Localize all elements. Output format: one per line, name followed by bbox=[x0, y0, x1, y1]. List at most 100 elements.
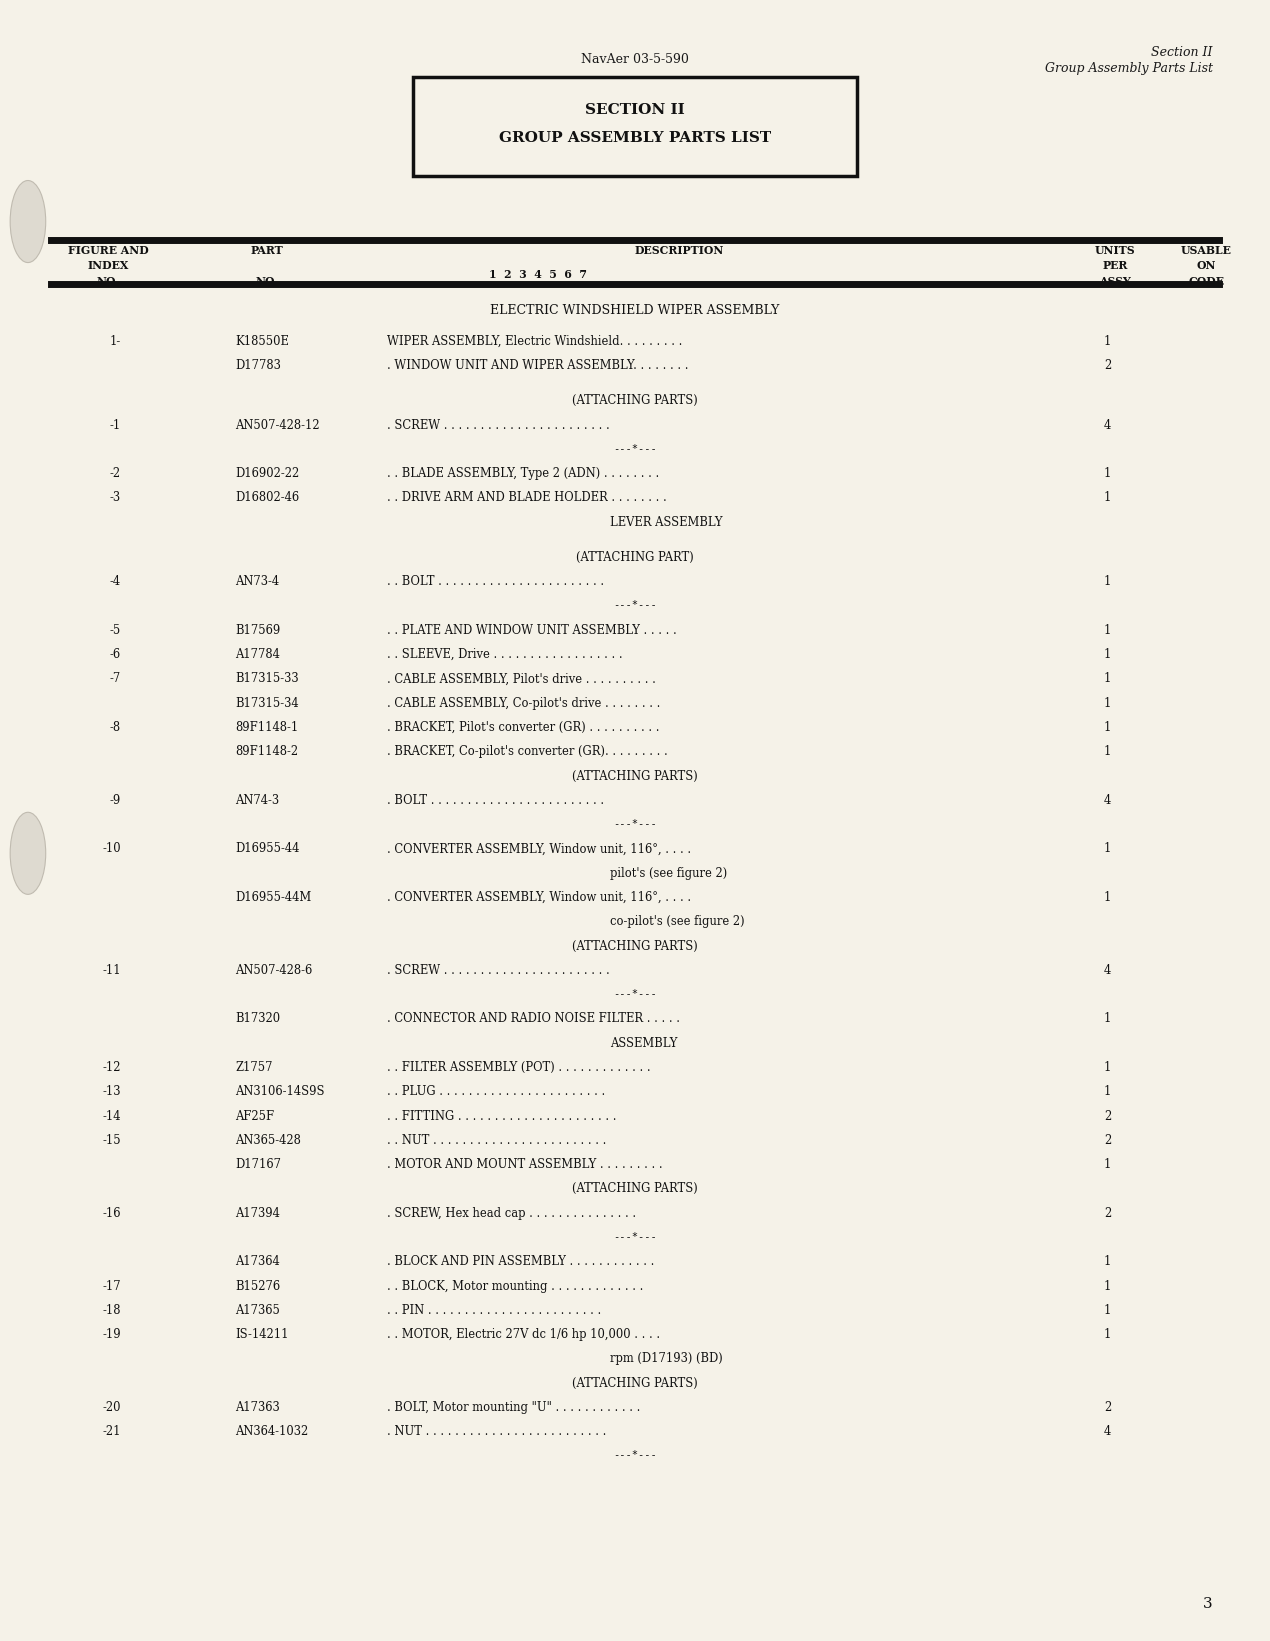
Text: AN365-428: AN365-428 bbox=[235, 1134, 301, 1147]
Text: NavAer 03-5-590: NavAer 03-5-590 bbox=[582, 53, 688, 66]
Text: 4: 4 bbox=[1104, 794, 1111, 807]
Text: -21: -21 bbox=[102, 1426, 121, 1438]
Text: -12: -12 bbox=[102, 1062, 121, 1073]
Text: IS-14211: IS-14211 bbox=[235, 1328, 288, 1341]
Text: Section II: Section II bbox=[1152, 46, 1213, 59]
Text: -7: -7 bbox=[109, 673, 121, 686]
Text: 1: 1 bbox=[1104, 1062, 1111, 1073]
Ellipse shape bbox=[10, 181, 46, 263]
Text: . MOTOR AND MOUNT ASSEMBLY . . . . . . . . .: . MOTOR AND MOUNT ASSEMBLY . . . . . . .… bbox=[387, 1159, 663, 1172]
Text: 1: 1 bbox=[1104, 842, 1111, 855]
Text: . . PIN . . . . . . . . . . . . . . . . . . . . . . . .: . . PIN . . . . . . . . . . . . . . . . … bbox=[387, 1305, 602, 1316]
Text: AN364-1032: AN364-1032 bbox=[235, 1426, 309, 1438]
Text: SECTION II: SECTION II bbox=[585, 103, 685, 118]
Text: . NUT . . . . . . . . . . . . . . . . . . . . . . . . .: . NUT . . . . . . . . . . . . . . . . . … bbox=[387, 1426, 607, 1438]
Text: . CONVERTER ASSEMBLY, Window unit, 116°, . . . .: . CONVERTER ASSEMBLY, Window unit, 116°,… bbox=[387, 891, 691, 904]
Text: A17364: A17364 bbox=[235, 1255, 279, 1268]
Text: 2: 2 bbox=[1104, 1206, 1111, 1219]
Text: (ATTACHING PARTS): (ATTACHING PARTS) bbox=[572, 1183, 698, 1195]
Text: 1: 1 bbox=[1104, 1159, 1111, 1172]
Text: 1: 1 bbox=[1104, 576, 1111, 587]
Text: 1: 1 bbox=[1104, 1255, 1111, 1268]
Text: -15: -15 bbox=[102, 1134, 121, 1147]
Text: 1: 1 bbox=[1104, 648, 1111, 661]
Text: . . NUT . . . . . . . . . . . . . . . . . . . . . . . .: . . NUT . . . . . . . . . . . . . . . . … bbox=[387, 1134, 607, 1147]
Text: . CABLE ASSEMBLY, Co-pilot's drive . . . . . . . .: . CABLE ASSEMBLY, Co-pilot's drive . . .… bbox=[387, 697, 660, 709]
FancyBboxPatch shape bbox=[413, 77, 857, 176]
Text: 1: 1 bbox=[1104, 491, 1111, 504]
Text: 3: 3 bbox=[1203, 1597, 1213, 1611]
Text: 89F1148-1: 89F1148-1 bbox=[235, 720, 298, 734]
Text: 1: 1 bbox=[1104, 697, 1111, 709]
Text: 1: 1 bbox=[1104, 624, 1111, 637]
Text: 2: 2 bbox=[1104, 1109, 1111, 1122]
Text: -11: -11 bbox=[102, 963, 121, 976]
Text: D16802-46: D16802-46 bbox=[235, 491, 298, 504]
Text: FIGURE AND
INDEX
NO.: FIGURE AND INDEX NO. bbox=[67, 245, 149, 287]
Text: 1: 1 bbox=[1104, 673, 1111, 686]
Text: AN74-3: AN74-3 bbox=[235, 794, 279, 807]
Text: (ATTACHING PARTS): (ATTACHING PARTS) bbox=[572, 394, 698, 407]
Text: B17569: B17569 bbox=[235, 624, 281, 637]
Text: ---*---: ---*--- bbox=[613, 443, 657, 453]
Text: -4: -4 bbox=[109, 576, 121, 587]
Text: -6: -6 bbox=[109, 648, 121, 661]
Text: -17: -17 bbox=[102, 1280, 121, 1293]
Text: AN507-428-12: AN507-428-12 bbox=[235, 418, 320, 432]
Text: . . SLEEVE, Drive . . . . . . . . . . . . . . . . . .: . . SLEEVE, Drive . . . . . . . . . . . … bbox=[387, 648, 624, 661]
Text: D16955-44: D16955-44 bbox=[235, 842, 300, 855]
Text: 1: 1 bbox=[1104, 720, 1111, 734]
Text: 1  2  3  4  5  6  7: 1 2 3 4 5 6 7 bbox=[489, 269, 587, 281]
Text: WIPER ASSEMBLY, Electric Windshield. . . . . . . . .: WIPER ASSEMBLY, Electric Windshield. . .… bbox=[387, 335, 683, 348]
Text: . . FILTER ASSEMBLY (POT) . . . . . . . . . . . . .: . . FILTER ASSEMBLY (POT) . . . . . . . … bbox=[387, 1062, 652, 1073]
Text: rpm (D17193) (BD): rpm (D17193) (BD) bbox=[610, 1352, 723, 1365]
Text: (ATTACHING PARTS): (ATTACHING PARTS) bbox=[572, 770, 698, 783]
Text: . BOLT, Motor mounting "U" . . . . . . . . . . . .: . BOLT, Motor mounting "U" . . . . . . .… bbox=[387, 1401, 641, 1415]
Text: . CONVERTER ASSEMBLY, Window unit, 116°, . . . .: . CONVERTER ASSEMBLY, Window unit, 116°,… bbox=[387, 842, 691, 855]
Text: 1: 1 bbox=[1104, 1280, 1111, 1293]
Text: A17394: A17394 bbox=[235, 1206, 279, 1219]
Text: ---*---: ---*--- bbox=[613, 599, 657, 609]
Text: -14: -14 bbox=[102, 1109, 121, 1122]
Text: A17784: A17784 bbox=[235, 648, 279, 661]
Text: 2: 2 bbox=[1104, 1401, 1111, 1415]
Text: -1: -1 bbox=[109, 418, 121, 432]
Text: . . PLATE AND WINDOW UNIT ASSEMBLY . . . . .: . . PLATE AND WINDOW UNIT ASSEMBLY . . .… bbox=[387, 624, 677, 637]
Text: AN507-428-6: AN507-428-6 bbox=[235, 963, 312, 976]
Text: UNITS
PER
ASSY: UNITS PER ASSY bbox=[1095, 245, 1135, 287]
Text: -19: -19 bbox=[102, 1328, 121, 1341]
Text: ---*---: ---*--- bbox=[613, 1449, 657, 1459]
Text: DESCRIPTION: DESCRIPTION bbox=[635, 245, 724, 256]
Text: 4: 4 bbox=[1104, 1426, 1111, 1438]
Text: ASSEMBLY: ASSEMBLY bbox=[610, 1037, 677, 1050]
Text: -9: -9 bbox=[109, 794, 121, 807]
Text: . WINDOW UNIT AND WIPER ASSEMBLY. . . . . . . .: . WINDOW UNIT AND WIPER ASSEMBLY. . . . … bbox=[387, 359, 688, 373]
Text: -13: -13 bbox=[102, 1085, 121, 1098]
Text: . BRACKET, Pilot's converter (GR) . . . . . . . . . .: . BRACKET, Pilot's converter (GR) . . . … bbox=[387, 720, 660, 734]
Text: . SCREW . . . . . . . . . . . . . . . . . . . . . . .: . SCREW . . . . . . . . . . . . . . . . … bbox=[387, 963, 610, 976]
Text: 1: 1 bbox=[1104, 891, 1111, 904]
Text: -8: -8 bbox=[109, 720, 121, 734]
Text: 2: 2 bbox=[1104, 1134, 1111, 1147]
Text: D16955-44M: D16955-44M bbox=[235, 891, 311, 904]
Text: 1: 1 bbox=[1104, 1305, 1111, 1316]
Text: B17320: B17320 bbox=[235, 1012, 281, 1026]
Text: . . PLUG . . . . . . . . . . . . . . . . . . . . . . .: . . PLUG . . . . . . . . . . . . . . . .… bbox=[387, 1085, 606, 1098]
Text: B15276: B15276 bbox=[235, 1280, 281, 1293]
Text: . BOLT . . . . . . . . . . . . . . . . . . . . . . . .: . BOLT . . . . . . . . . . . . . . . . .… bbox=[387, 794, 605, 807]
Text: 2: 2 bbox=[1104, 359, 1111, 373]
Text: 1: 1 bbox=[1104, 1085, 1111, 1098]
Text: -16: -16 bbox=[102, 1206, 121, 1219]
Text: . . BOLT . . . . . . . . . . . . . . . . . . . . . . .: . . BOLT . . . . . . . . . . . . . . . .… bbox=[387, 576, 605, 587]
Text: . BLOCK AND PIN ASSEMBLY . . . . . . . . . . . .: . BLOCK AND PIN ASSEMBLY . . . . . . . .… bbox=[387, 1255, 655, 1268]
Text: 1-: 1- bbox=[109, 335, 121, 348]
Text: (ATTACHING PARTS): (ATTACHING PARTS) bbox=[572, 940, 698, 952]
Text: B17315-34: B17315-34 bbox=[235, 697, 298, 709]
Text: ---*---: ---*--- bbox=[613, 988, 657, 998]
Text: AN3106-14S9S: AN3106-14S9S bbox=[235, 1085, 324, 1098]
Text: -5: -5 bbox=[109, 624, 121, 637]
Text: 1: 1 bbox=[1104, 1012, 1111, 1026]
Text: 1: 1 bbox=[1104, 1328, 1111, 1341]
Text: . . MOTOR, Electric 27V dc 1/6 hp 10,000 . . . .: . . MOTOR, Electric 27V dc 1/6 hp 10,000… bbox=[387, 1328, 660, 1341]
Text: 1: 1 bbox=[1104, 335, 1111, 348]
